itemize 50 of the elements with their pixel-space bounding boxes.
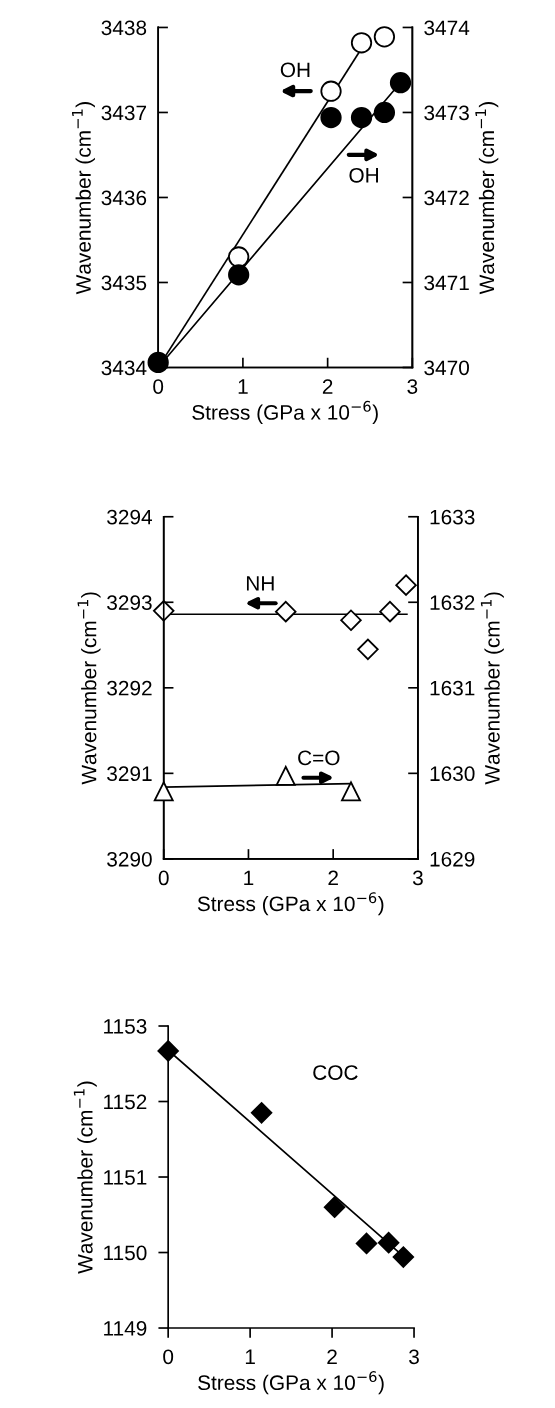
y-tick-label: 1152 xyxy=(104,1094,147,1110)
y-tick-label: 1149 xyxy=(104,1321,147,1336)
y-tick-label: 3438 xyxy=(101,20,147,36)
x-tick-label: 0 xyxy=(163,1349,174,1365)
y-axis-title: Wavenumber (cm$^{−1}$) xyxy=(77,592,101,785)
annotation: C=O xyxy=(298,750,340,766)
y-tick-label: 1153 xyxy=(104,1019,147,1034)
x-tick-label: 1 xyxy=(238,379,248,394)
y-tick-label: 3294 xyxy=(107,509,153,525)
y2-tick-label: 3474 xyxy=(424,20,470,36)
y-tick-label: 3292 xyxy=(107,680,152,696)
x-axis-title: Stress (GPa x 10$^{−6}$) xyxy=(197,892,384,916)
annotation: NH xyxy=(246,576,274,591)
y-tick-label: 1150 xyxy=(104,1245,147,1261)
y2-tick-label: 3471 xyxy=(424,275,469,291)
y2-tick-label: 1631 xyxy=(430,680,475,696)
y-tick-label: 3293 xyxy=(107,595,152,611)
annotation: OH xyxy=(349,167,378,183)
y-axis-title: Wavenumber (cm$^{−1}$) xyxy=(73,1081,97,1274)
x-tick-label: 0 xyxy=(158,870,169,886)
y2-axis-title: Wavenumber (cm$^{−1}$) xyxy=(480,592,504,785)
annotation: OH xyxy=(280,62,310,78)
x-axis-title: Stress (GPa x 10$^{−6}$) xyxy=(198,1371,384,1395)
x-tick-label: 0 xyxy=(153,379,164,394)
x-axis-title: Stress (GPa x 10$^{−6}$) xyxy=(192,400,378,424)
y-axis-title: Wavenumber (cm$^{−1}$) xyxy=(72,102,95,295)
y2-axis-title: Wavenumber (cm$^{−1}$) xyxy=(475,102,499,295)
y2-tick-label: 1630 xyxy=(430,766,475,782)
x-tick-label: 3 xyxy=(412,870,423,886)
y-tick-label: 3437 xyxy=(101,105,147,121)
x-tick-label: 2 xyxy=(327,1349,337,1364)
y2-tick-label: 3472 xyxy=(424,190,469,206)
x-tick-label: 3 xyxy=(407,379,418,394)
y2-tick-label: 1632 xyxy=(430,595,475,611)
x-tick-label: 2 xyxy=(322,379,333,394)
x-tick-label: 3 xyxy=(409,1349,419,1365)
y2-tick-label: 3473 xyxy=(424,105,469,121)
x-tick-label: 1 xyxy=(245,1349,255,1364)
y-tick-label: 3290 xyxy=(107,851,152,867)
y2-tick-label: 1629 xyxy=(430,851,475,867)
y2-tick-label: 1633 xyxy=(430,509,475,525)
y2-tick-label: 3470 xyxy=(424,360,470,376)
y-tick-label: 3434 xyxy=(101,360,147,376)
y-tick-label: 1151 xyxy=(104,1170,147,1185)
x-tick-label: 1 xyxy=(244,870,254,886)
y-tick-label: 3291 xyxy=(107,766,152,782)
annotation: COC xyxy=(313,1065,358,1080)
y-tick-label: 3436 xyxy=(101,190,147,206)
x-tick-label: 2 xyxy=(328,870,338,886)
y-tick-label: 3435 xyxy=(101,275,147,291)
